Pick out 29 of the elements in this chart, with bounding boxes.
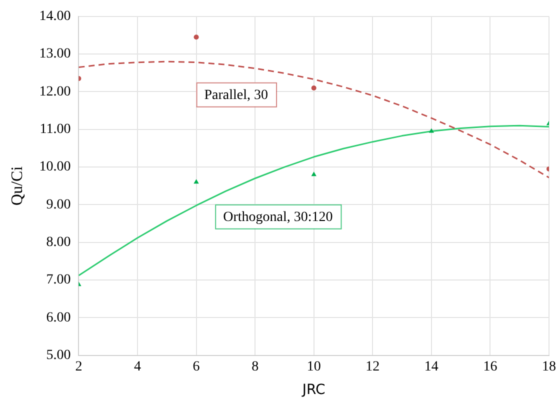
x-tick-label: 14 <box>424 359 438 374</box>
y-axis-title: Qu/Ci <box>8 166 26 206</box>
y-tick-label: 14.00 <box>39 9 71 24</box>
y-tick-label: 10.00 <box>39 160 71 175</box>
x-tick-label: 12 <box>366 359 380 374</box>
point <box>311 172 316 176</box>
y-tick-label: 7.00 <box>46 272 71 288</box>
x-tick-label: 10 <box>306 359 321 374</box>
x-axis-title: JRC <box>301 382 326 398</box>
x-tick-label: 18 <box>542 359 556 374</box>
point <box>428 128 434 133</box>
x-tick-label: 2 <box>75 359 82 374</box>
y-tick-label: 8.00 <box>46 235 71 250</box>
y-tick-label: 5.00 <box>46 348 71 364</box>
y-tick-label: 12.00 <box>39 84 71 100</box>
x-tick-label: 16 <box>483 359 498 374</box>
annotation: Parallel, 30 <box>204 88 268 104</box>
point <box>194 34 199 40</box>
x-tick-label: 6 <box>192 359 200 374</box>
y-tick-label: 6.00 <box>46 310 71 326</box>
annotation: Orthogonal, 30:120 <box>223 210 333 226</box>
point <box>311 85 316 90</box>
point <box>194 179 199 184</box>
line-series <box>78 60 549 178</box>
y-tick-label: 11.00 <box>40 122 71 138</box>
x-tick-label: 8 <box>252 359 259 374</box>
y-tick-label: 13.00 <box>39 46 71 62</box>
y-tick-label: 9.00 <box>46 197 71 212</box>
x-tick-label: 4 <box>134 359 141 374</box>
